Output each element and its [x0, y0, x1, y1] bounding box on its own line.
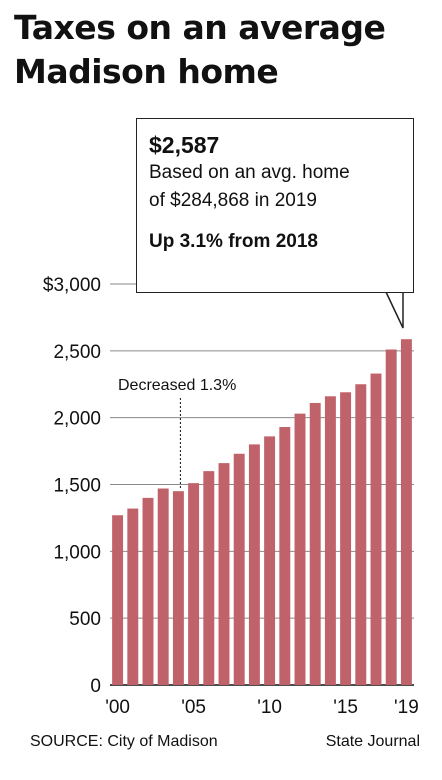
y-tick-label: 500	[69, 609, 101, 630]
annotation-decreased: Decreased 1.3%	[118, 377, 236, 394]
bar-2012	[294, 413, 306, 685]
bar-2005	[188, 483, 200, 685]
callout-pointer	[385, 291, 404, 329]
y-tick-label: 2,500	[53, 342, 101, 363]
bar-2009	[248, 444, 260, 685]
bar-2006	[203, 471, 215, 685]
annotation-group: Decreased 1.3%	[118, 377, 236, 489]
bar-2002	[142, 497, 154, 685]
bar-2008	[233, 453, 245, 685]
bar-2001	[127, 508, 139, 685]
bar-2019	[400, 339, 412, 685]
x-tick-label: '05	[181, 697, 206, 718]
y-tick-label: 2,000	[53, 409, 101, 430]
bar-2004	[172, 491, 184, 685]
bars	[112, 339, 412, 685]
x-tick-label: '15	[333, 697, 358, 718]
x-tick-label: '00	[105, 697, 130, 718]
bar-2016	[355, 384, 367, 685]
bar-2013	[309, 402, 321, 685]
bar-2017	[370, 373, 382, 685]
gridlines	[110, 283, 414, 686]
callout-box: $2,587 Based on an avg. home of $284,868…	[136, 118, 414, 293]
bar-2007	[218, 463, 230, 685]
callout-value: $2,587	[149, 132, 220, 158]
bar-2018	[385, 349, 397, 685]
y-tick-label: 1,000	[53, 542, 101, 563]
callout-change: Up 3.1% from 2018	[149, 231, 318, 252]
bar-2010	[264, 436, 276, 685]
bar-2003	[157, 488, 169, 685]
x-axis-tick-labels: '00 '05 '10 '15 '19	[105, 697, 419, 718]
callout-line-2: of $284,868 in 2019	[149, 190, 317, 211]
bar-2015	[340, 392, 352, 685]
callout-line-1: Based on an avg. home	[149, 162, 350, 183]
y-tick-label: 0	[90, 676, 101, 697]
x-tick-label: '10	[257, 697, 282, 718]
bar-2000	[112, 515, 124, 685]
x-tick-label: '19	[394, 697, 419, 718]
y-axis-tick-labels: $3,000 2,500 2,000 1,500 1,000 500 0	[43, 275, 101, 697]
y-tick-label: $3,000	[43, 275, 101, 296]
chart-title: Taxes on an average Madison home	[14, 8, 386, 91]
bar-2011	[279, 427, 291, 685]
bar-2014	[324, 396, 336, 685]
source-note: SOURCE: City of Madison	[30, 733, 218, 750]
y-tick-label: 1,500	[53, 476, 101, 497]
credit: State Journal	[325, 733, 420, 750]
